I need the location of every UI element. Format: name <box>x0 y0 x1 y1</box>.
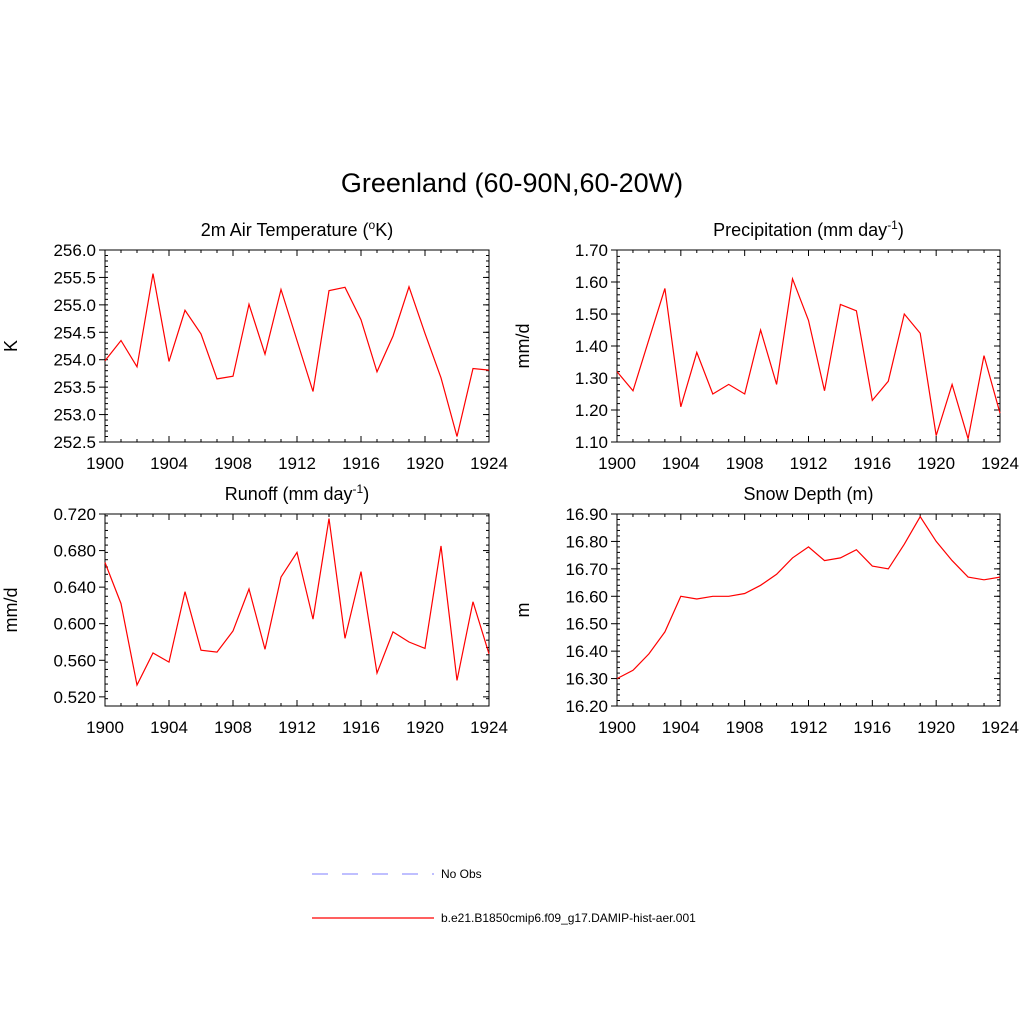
y-tick-label: 0.600 <box>53 615 96 634</box>
y-tick-label: 16.50 <box>565 615 608 634</box>
x-tick-label: 1908 <box>726 454 764 473</box>
y-axis-label: mm/d <box>513 324 533 369</box>
y-tick-label: 16.80 <box>565 532 608 551</box>
x-tick-label: 1912 <box>278 718 316 737</box>
chart-panel-1: 1900 1904 1908 1912 1916 1920 1924 252.5 253.0 25… <box>1 218 508 473</box>
series-line <box>616 276 1001 439</box>
y-tick-label: 16.30 <box>565 670 608 689</box>
chart-panels: 1900 1904 1908 1912 1916 1920 1924 252.5 253.0 25… <box>1 218 1019 737</box>
x-tick-label: 1924 <box>470 454 508 473</box>
panel-title: Runoff (mm day-1) <box>225 482 369 504</box>
y-tick-label: 252.5 <box>53 433 96 452</box>
x-tick-label: 1908 <box>726 718 764 737</box>
x-tick-label: 1900 <box>86 718 124 737</box>
x-tick-label: 1916 <box>853 454 891 473</box>
y-tick-label: 1.10 <box>575 433 608 452</box>
x-tick-label: 1904 <box>150 454 188 473</box>
legend: No Obs b.e21.B1850cmip6.f09_g17.DAMIP-his… <box>312 867 696 925</box>
y-tick-label: 16.20 <box>565 697 608 716</box>
x-tick-label: 1900 <box>598 718 636 737</box>
panel-title: Precipitation (mm day-1) <box>713 218 904 240</box>
y-tick-label: 1.60 <box>575 273 608 292</box>
x-tick-label: 1900 <box>86 454 124 473</box>
plot-frame <box>104 249 490 443</box>
x-tick-label: 1916 <box>342 718 380 737</box>
y-tick-label: 253.5 <box>53 378 96 397</box>
x-tick-label: 1904 <box>662 454 700 473</box>
y-axis-label: m <box>513 603 533 618</box>
series-line <box>104 518 490 687</box>
x-tick-label: 1916 <box>342 454 380 473</box>
chart-panel-3: 1900 1904 1908 1912 1916 1920 1924 0.520 0.560 0.… <box>1 482 508 737</box>
y-tick-label: 16.70 <box>565 560 608 579</box>
panel-title: Snow Depth (m) <box>743 484 873 504</box>
y-tick-label: 0.720 <box>53 505 96 524</box>
x-tick-label: 1924 <box>470 718 508 737</box>
x-tick-label: 1908 <box>214 718 252 737</box>
x-tick-label: 1912 <box>278 454 316 473</box>
x-tick-label: 1900 <box>598 454 636 473</box>
x-tick-label: 1912 <box>790 718 828 737</box>
figure-title: Greenland (60-90N,60-20W) <box>340 168 684 198</box>
y-tick-label: 1.70 <box>575 241 608 260</box>
y-tick-label: 254.5 <box>53 323 96 342</box>
y-tick-label: 255.5 <box>53 268 96 287</box>
y-tick-label: 255.0 <box>53 296 96 315</box>
x-tick-label: 1912 <box>790 454 828 473</box>
y-tick-label: 16.40 <box>565 642 608 661</box>
x-tick-label: 1908 <box>214 454 252 473</box>
y-tick-label: 0.520 <box>53 688 96 707</box>
series-line <box>104 273 490 437</box>
x-tick-label: 1924 <box>981 454 1019 473</box>
y-tick-label: 0.560 <box>53 651 96 670</box>
y-tick-label: 16.60 <box>565 587 608 606</box>
series-line <box>616 515 1001 680</box>
y-tick-label: 1.20 <box>575 401 608 420</box>
y-tick-label: 1.40 <box>575 337 608 356</box>
x-tick-label: 1920 <box>917 454 955 473</box>
y-tick-label: 0.640 <box>53 578 96 597</box>
y-tick-label: 16.90 <box>565 505 608 524</box>
x-tick-label: 1904 <box>150 718 188 737</box>
x-tick-label: 1916 <box>853 718 891 737</box>
x-tick-label: 1920 <box>917 718 955 737</box>
legend-label-1: No Obs <box>441 867 482 881</box>
panel-title: 2m Air Temperature (oK) <box>201 218 393 240</box>
x-tick-label: 1920 <box>406 454 444 473</box>
y-axis-label: mm/d <box>1 588 21 633</box>
y-axis-label: K <box>1 340 21 352</box>
y-tick-label: 254.0 <box>53 351 96 370</box>
y-tick-label: 253.0 <box>53 406 96 425</box>
y-tick-label: 1.50 <box>575 305 608 324</box>
chart-panel-4: 1900 1904 1908 1912 1916 1920 1924 16.20 16.30 16… <box>513 484 1019 737</box>
x-tick-label: 1904 <box>662 718 700 737</box>
y-tick-label: 256.0 <box>53 241 96 260</box>
chart-panel-2: 1900 1904 1908 1912 1916 1920 1924 1.10 1.20 1.30… <box>513 218 1019 473</box>
x-tick-label: 1924 <box>981 718 1019 737</box>
x-tick-label: 1920 <box>406 718 444 737</box>
y-tick-label: 1.30 <box>575 369 608 388</box>
y-tick-label: 0.680 <box>53 542 96 561</box>
legend-label-2: b.e21.B1850cmip6.f09_g17.DAMIP-hist-aer.… <box>441 911 696 925</box>
